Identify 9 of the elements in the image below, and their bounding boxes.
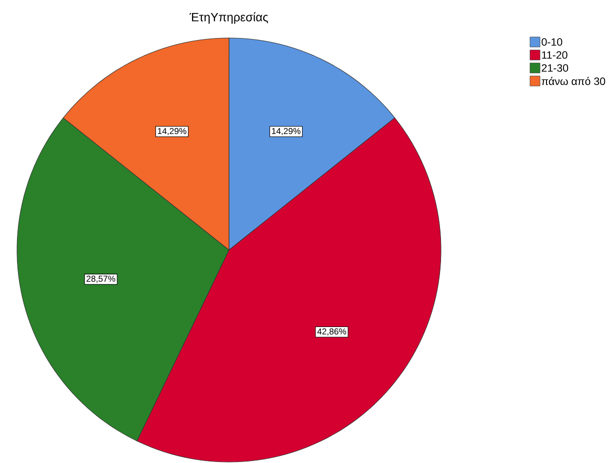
- data-label: 14,29%: [272, 128, 300, 136]
- data-label: 42,86%: [317, 328, 346, 336]
- legend-label: 0-10: [542, 38, 562, 46]
- legend-label: πάνω από 30: [542, 76, 606, 86]
- legend-label: 11-20: [542, 51, 568, 59]
- legend-label: 21-30: [542, 64, 568, 72]
- data-label: 14,29%: [158, 128, 186, 136]
- data-label: 28,57%: [86, 276, 116, 283]
- chart-title: ΈτηΥπηρεσίας: [190, 12, 268, 24]
